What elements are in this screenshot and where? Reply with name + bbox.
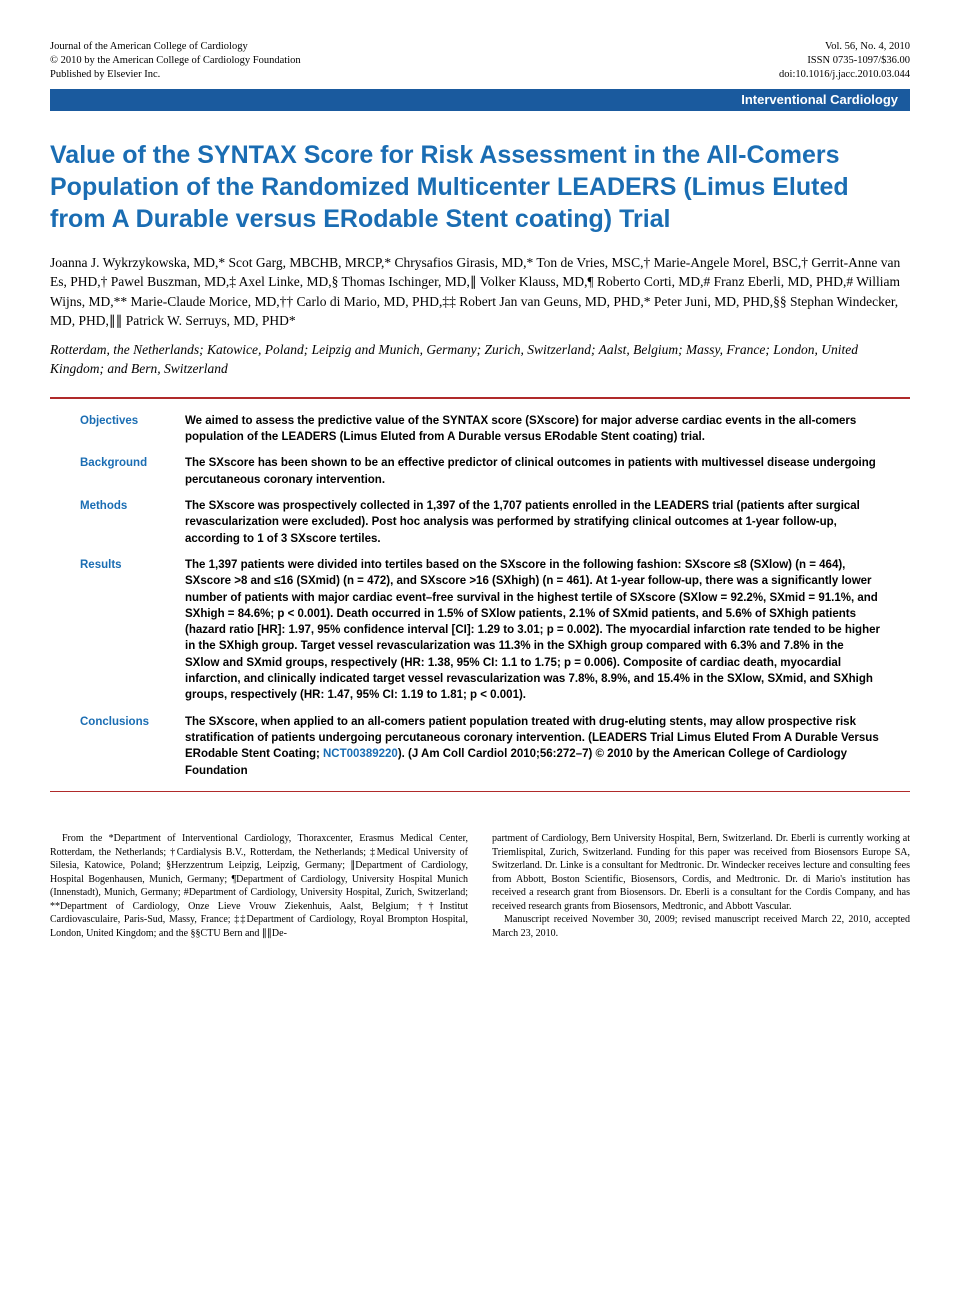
copyright-line: © 2010 by the American College of Cardio…	[50, 54, 301, 68]
footnote-right-p1: partment of Cardiology, Bern University …	[492, 832, 910, 913]
abstract-methods: Methods The SXscore was prospectively co…	[80, 498, 880, 547]
footnote-col-left: From the *Department of Interventional C…	[50, 832, 468, 940]
abstract-label-results: Results	[80, 557, 185, 704]
author-list: Joanna J. Wykrzykowska, MD,* Scot Garg, …	[50, 253, 910, 331]
article-title: Value of the SYNTAX Score for Risk Asses…	[50, 139, 910, 235]
header-right: Vol. 56, No. 4, 2010 ISSN 0735-1097/$36.…	[779, 40, 910, 83]
doi-line: doi:10.1016/j.jacc.2010.03.044	[779, 68, 910, 82]
abstract-background: Background The SXscore has been shown to…	[80, 455, 880, 488]
abstract-label-methods: Methods	[80, 498, 185, 547]
abstract-conclusions: Conclusions The SXscore, when applied to…	[80, 714, 880, 779]
abstract-objectives: Objectives We aimed to assess the predic…	[80, 413, 880, 446]
issn-line: ISSN 0735-1097/$36.00	[779, 54, 910, 68]
footnotes: From the *Department of Interventional C…	[50, 832, 910, 940]
abstract-text-conclusions: The SXscore, when applied to an all-come…	[185, 714, 880, 779]
divider-bottom	[50, 791, 910, 792]
abstract-text-objectives: We aimed to assess the predictive value …	[185, 413, 880, 446]
volume-line: Vol. 56, No. 4, 2010	[779, 40, 910, 54]
abstract-text-background: The SXscore has been shown to be an effe…	[185, 455, 880, 488]
abstract-text-methods: The SXscore was prospectively collected …	[185, 498, 880, 547]
section-bar: Interventional Cardiology	[50, 89, 910, 111]
trial-id-link[interactable]: NCT00389220	[323, 748, 398, 760]
abstract-block: Objectives We aimed to assess the predic…	[50, 413, 910, 780]
footnote-left-text: From the *Department of Interventional C…	[50, 832, 468, 940]
abstract-label-conclusions: Conclusions	[80, 714, 185, 779]
page-header: Journal of the American College of Cardi…	[50, 40, 910, 83]
abstract-label-background: Background	[80, 455, 185, 488]
abstract-label-objectives: Objectives	[80, 413, 185, 446]
abstract-text-results: The 1,397 patients were divided into ter…	[185, 557, 880, 704]
divider-top	[50, 397, 910, 399]
abstract-results: Results The 1,397 patients were divided …	[80, 557, 880, 704]
footnote-right-p2: Manuscript received November 30, 2009; r…	[492, 913, 910, 940]
header-left: Journal of the American College of Cardi…	[50, 40, 301, 83]
section-label: Interventional Cardiology	[741, 92, 898, 107]
affiliations: Rotterdam, the Netherlands; Katowice, Po…	[50, 341, 910, 379]
journal-name: Journal of the American College of Cardi…	[50, 40, 301, 54]
publisher-line: Published by Elsevier Inc.	[50, 68, 301, 82]
footnote-col-right: partment of Cardiology, Bern University …	[492, 832, 910, 940]
